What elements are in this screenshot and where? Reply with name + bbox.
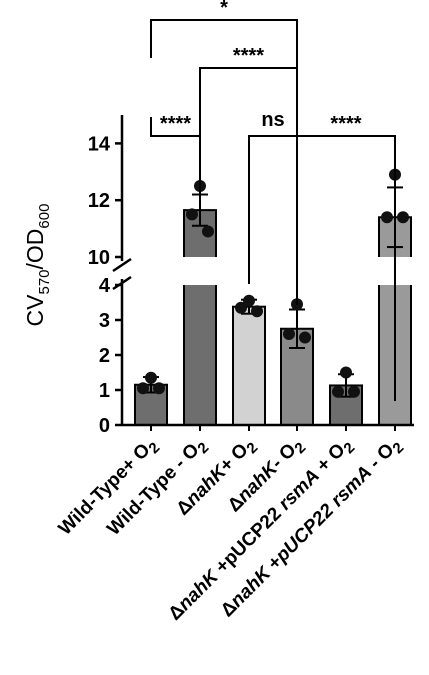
y-tick-label: 14: [88, 133, 111, 155]
y-axis-label-mid: /OD: [22, 229, 48, 270]
significance-bracket: [150, 19, 298, 88]
bars: [134, 168, 412, 427]
significance-label: ****: [160, 113, 191, 135]
bar: [232, 305, 266, 427]
data-point: [153, 382, 165, 395]
data-point: [348, 385, 360, 398]
y-axis-label-sub1: 570: [36, 269, 53, 294]
y-tick-label: 12: [88, 190, 110, 212]
significance-bracket: [199, 67, 298, 219]
axis-break-mark: [112, 275, 132, 291]
y-tick-label: 10: [88, 247, 110, 269]
data-point: [243, 294, 255, 307]
data-point: [299, 331, 311, 344]
y-tick-label: 0: [99, 415, 110, 437]
data-point: [283, 328, 295, 340]
bar: [280, 327, 314, 426]
significance-label: ****: [330, 113, 361, 135]
axis-break-mark: [112, 257, 132, 273]
significance-bracket: [248, 135, 298, 295]
data-point: [137, 382, 149, 395]
y-axis-label-sub2: 600: [36, 204, 53, 229]
significance-label: ****: [233, 45, 264, 67]
data-point: [340, 366, 352, 379]
significance-label: *: [220, 0, 228, 19]
data-point: [145, 371, 157, 384]
significance-brackets: **** ns *********: [150, 0, 396, 401]
axes: [112, 115, 414, 431]
bar-lower-segment: [184, 285, 216, 425]
data-point: [235, 301, 247, 314]
y-axis-label-main: CV: [22, 294, 48, 327]
y-axis-label: CV570/OD600: [22, 204, 53, 327]
data-point: [332, 385, 344, 398]
data-point: [202, 225, 214, 238]
significance-bracket: [296, 135, 396, 401]
y-tick-label: 4: [99, 275, 111, 297]
data-point: [251, 305, 263, 318]
data-point: [186, 208, 198, 221]
data-point: [397, 211, 409, 224]
y-tick-label: 3: [99, 310, 110, 332]
significance-label: ns: [261, 109, 284, 131]
y-tick-label: 1: [99, 380, 110, 402]
data-point: [381, 211, 393, 224]
y-tick-label: 2: [99, 345, 110, 367]
